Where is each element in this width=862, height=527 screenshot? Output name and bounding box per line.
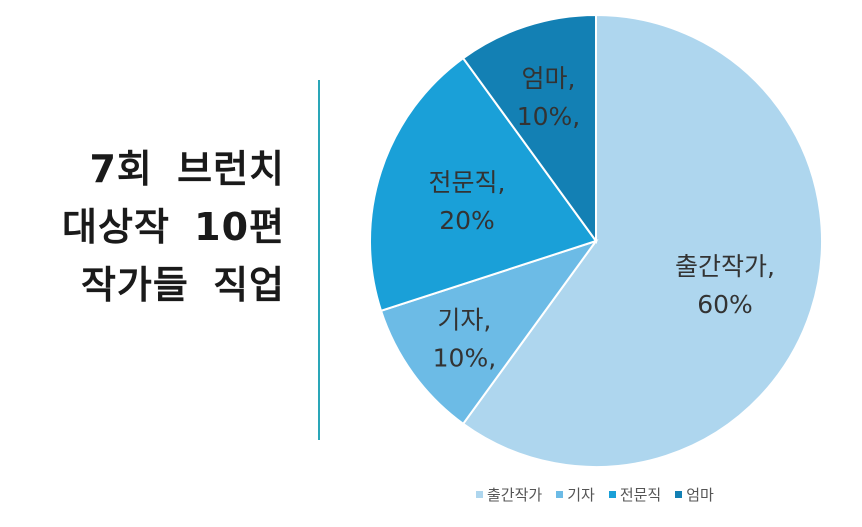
legend-swatch [608,491,616,498]
slice-label-line: 60% [697,290,753,319]
slice-label-line: 전문직, [429,168,506,197]
slice-label-line: 출간작가, [675,252,775,281]
legend-item-4: 엄마 [675,484,714,505]
legend-label: 출간작가 [487,486,543,504]
legend-item-3: 전문직 [608,484,662,505]
chart-title: 7회 브런치 대상작 10편 작가들 직업 [30,140,285,314]
legend-label: 기자 [567,486,595,504]
slice-label-line: 기자, [437,306,491,335]
slice-data-label-3: 전문직, 20% [429,168,506,235]
slice-label-line: 엄마, [522,64,576,93]
legend-swatch [556,491,564,498]
slice-label-line: 10%, [517,102,581,131]
slice-data-label-1: 출간작가, 60% [675,252,775,319]
title-line-2: 대상작 10편 [62,205,285,249]
pie-slice-4 [461,13,597,245]
pie-slice-1 [461,13,823,468]
title-line-1: 7회 브런치 [89,147,285,191]
legend-item-2: 기자 [556,484,595,505]
slice-data-label-2: 기자, 10%, [433,306,497,373]
legend-swatch [675,491,683,498]
pie-slice-3 [369,56,598,313]
legend: 출간작가 기자 전문직 엄마 [476,484,714,505]
pie-slice-2 [379,239,599,426]
legend-swatch [476,491,483,498]
vertical-divider [318,80,320,440]
slice-data-label-4: 엄마, 10%, [517,64,581,131]
title-line-3: 작가들 직업 [80,263,285,307]
slice-label-line: 20% [439,206,495,235]
slice-label-line: 10%, [433,344,497,373]
legend-label: 엄마 [686,486,714,504]
legend-item-1: 출간작가 [476,484,542,505]
legend-label: 전문직 [619,486,662,504]
